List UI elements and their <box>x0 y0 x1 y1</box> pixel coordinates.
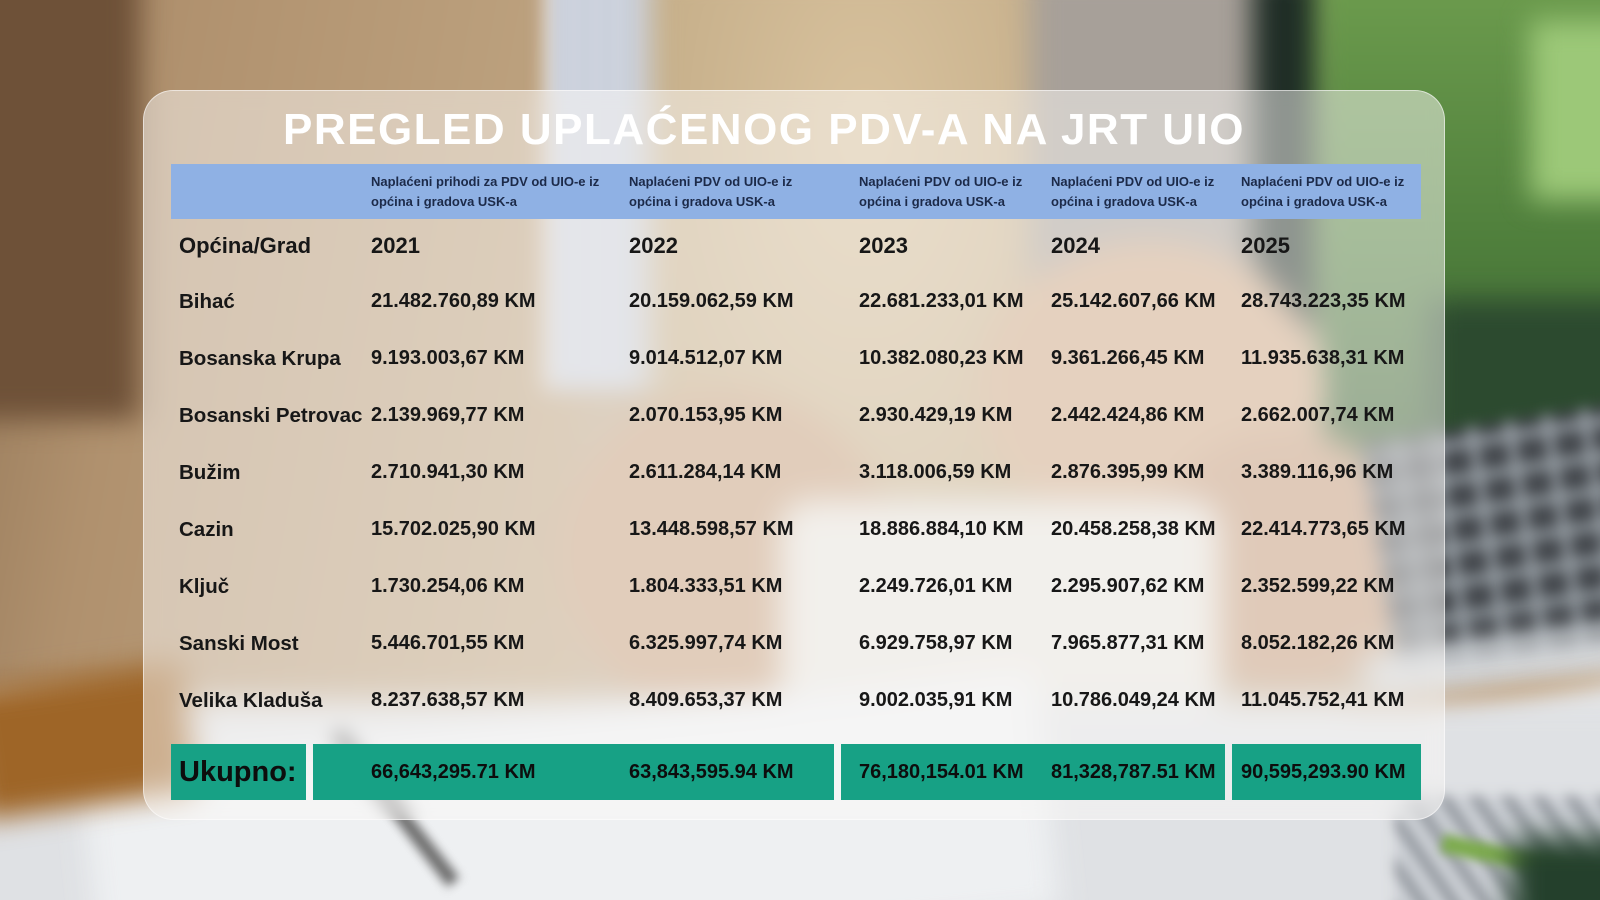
vat-value: 2.876.395,99 KM <box>1051 461 1205 483</box>
total-value-2022: 63,843,595.94 KM <box>629 760 794 783</box>
total-value-2023: 76,180,154.01 KM <box>859 760 1024 783</box>
bg-foliage-light <box>1530 20 1600 200</box>
vat-value: 2.139.969,77 KM <box>371 404 525 426</box>
total-value-2024: 81,328,787.51 KM <box>1051 760 1216 783</box>
vat-value: 2.442.424,86 KM <box>1051 404 1205 426</box>
total-value-2021: 66,643,295.71 KM <box>371 760 536 783</box>
vat-value: 8.409.653,37 KM <box>629 689 783 711</box>
vat-value: 8.052.182,26 KM <box>1241 632 1395 654</box>
municipality-name: Sanski Most <box>179 631 299 655</box>
totals-row: Ukupno: 66,643,295.71 KM 63,843,595.94 K… <box>171 744 1421 800</box>
vat-value: 20.159.062,59 KM <box>629 290 794 312</box>
vat-value: 2.352.599,22 KM <box>1241 575 1395 597</box>
year-header-row: Općina/Grad 2021 2022 2023 2024 2025 <box>171 219 1421 273</box>
vat-value: 6.929.758,97 KM <box>859 632 1013 654</box>
table-row-bihac: Bihać 21.482.760,89 KM 20.159.062,59 KM … <box>171 273 1421 330</box>
header-note-2024: Naplaćeni PDV od UIO-e iz općina i grado… <box>1051 174 1215 209</box>
table-row-bosanska-krupa: Bosanska Krupa 9.193.003,67 KM 9.014.512… <box>171 330 1421 387</box>
bg-dark-corner <box>1512 838 1600 900</box>
municipality-name: Bosanska Krupa <box>179 346 341 370</box>
vat-value: 3.389.116,96 KM <box>1241 461 1394 483</box>
vat-value: 2.295.907,62 KM <box>1051 575 1205 597</box>
vat-value: 25.142.607,66 KM <box>1051 290 1216 312</box>
page-title: PREGLED UPLAĆENOG PDV-A NA JRT UIO <box>282 105 1246 154</box>
vat-value: 18.886.884,10 KM <box>859 518 1024 540</box>
vat-value: 1.804.333,51 KM <box>629 575 783 597</box>
vat-value: 5.446.701,55 KM <box>371 632 525 654</box>
vat-table: Naplaćeni prihodi za PDV od UIO-e iz opć… <box>171 164 1421 800</box>
municipality-name: Velika Kladuša <box>179 688 323 712</box>
vat-value: 22.681.233,01 KM <box>859 290 1024 312</box>
vat-value: 7.965.877,31 KM <box>1051 632 1205 654</box>
vat-value: 9.193.003,67 KM <box>371 347 525 369</box>
municipality-name: Bosanski Petrovac <box>179 403 363 427</box>
vat-value: 9.002.035,91 KM <box>859 689 1013 711</box>
vat-value: 11.935.638,31 KM <box>1241 347 1405 369</box>
year-2024: 2024 <box>1051 233 1100 258</box>
vat-value: 8.237.638,57 KM <box>371 689 525 711</box>
table-row-bosanski-petrovac: Bosanski Petrovac 2.139.969,77 KM 2.070.… <box>171 387 1421 444</box>
vat-value: 9.014.512,07 KM <box>629 347 783 369</box>
table-row-kljuc: Ključ 1.730.254,06 KM 1.804.333,51 KM 2.… <box>171 558 1421 615</box>
vat-value: 28.743.223,35 KM <box>1241 290 1406 312</box>
table-row-cazin: Cazin 15.702.025,90 KM 13.448.598,57 KM … <box>171 501 1421 558</box>
totals-band-segment <box>171 744 306 800</box>
vat-value: 1.730.254,06 KM <box>371 575 525 597</box>
vat-value: 2.070.153,95 KM <box>629 404 783 426</box>
table-row-velika-kladusa: Velika Kladuša 8.237.638,57 KM 8.409.653… <box>171 672 1421 729</box>
totals-band-segment <box>841 744 1225 800</box>
year-2021: 2021 <box>371 233 420 258</box>
header-note-2025: Naplaćeni PDV od UIO-e iz općina i grado… <box>1241 174 1405 209</box>
vat-value: 6.325.997,74 KM <box>629 632 783 654</box>
header-note-2021: Naplaćeni prihodi za PDV od UIO-e iz opć… <box>371 174 600 209</box>
vat-value: 2.611.284,14 KM <box>629 461 782 483</box>
vat-value: 2.710.941,30 KM <box>371 461 525 483</box>
municipality-name: Ključ <box>179 574 230 598</box>
vat-value: 20.458.258,38 KM <box>1051 518 1216 540</box>
header-note-2023: Naplaćeni PDV od UIO-e iz općina i grado… <box>859 174 1023 209</box>
vat-value: 9.361.266,45 KM <box>1051 347 1205 369</box>
bg-shadow-left <box>0 0 140 420</box>
header-note-2022: Naplaćeni PDV od UIO-e iz općina i grado… <box>629 174 793 209</box>
municipality-name: Bužim <box>179 460 241 484</box>
year-2023: 2023 <box>859 233 908 258</box>
vat-value: 10.382.080,23 KM <box>859 347 1024 369</box>
totals-label: Ukupno: <box>179 755 297 788</box>
vat-value: 2.662.007,74 KM <box>1241 404 1395 426</box>
table-row-buzim: Bužim 2.710.941,30 KM 2.611.284,14 KM 3.… <box>171 444 1421 501</box>
municipality-name: Cazin <box>179 517 234 541</box>
table-row-sanski-most: Sanski Most 5.446.701,55 KM 6.325.997,74… <box>171 615 1421 672</box>
vat-value: 21.482.760,89 KM <box>371 290 536 312</box>
table-header-band: Naplaćeni prihodi za PDV od UIO-e iz opć… <box>171 164 1421 219</box>
year-2025: 2025 <box>1241 233 1290 258</box>
vat-value: 2.930.429,19 KM <box>859 404 1013 426</box>
vat-value: 11.045.752,41 KM <box>1241 689 1405 711</box>
totals-band-segment <box>1232 744 1421 800</box>
vat-value: 13.448.598,57 KM <box>629 518 794 540</box>
municipality-name: Bihać <box>179 289 235 313</box>
vat-value: 15.702.025,90 KM <box>371 518 536 540</box>
column-label-municipality: Općina/Grad <box>179 233 312 258</box>
header-note-empty <box>171 164 363 180</box>
total-value-2025: 90,595,293.90 KM <box>1241 760 1406 783</box>
vat-value: 10.786.049,24 KM <box>1051 689 1216 711</box>
vat-value: 22.414.773,65 KM <box>1241 518 1406 540</box>
year-2022: 2022 <box>629 233 678 258</box>
vat-value: 3.118.006,59 KM <box>859 461 1012 483</box>
totals-values: Ukupno: 66,643,295.71 KM 63,843,595.94 K… <box>171 744 1421 800</box>
vat-value: 2.249.726,01 KM <box>859 575 1013 597</box>
glass-card: PREGLED UPLAĆENOG PDV-A NA JRT UIO Napla… <box>143 90 1445 820</box>
totals-band-segment <box>313 744 834 800</box>
